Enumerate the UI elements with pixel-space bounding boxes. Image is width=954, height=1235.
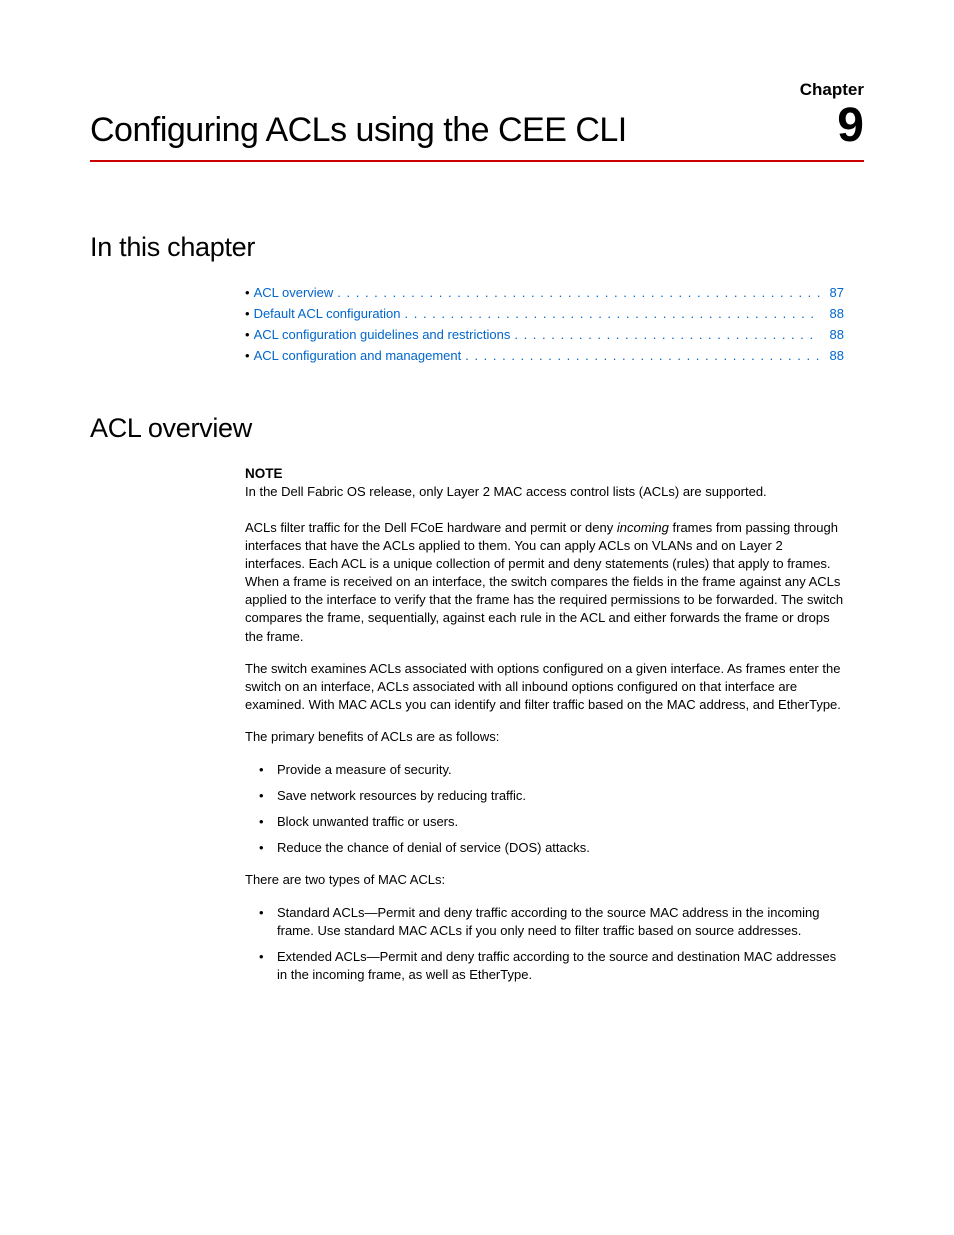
section-acl-overview: ACL overview xyxy=(90,413,864,444)
emphasis: incoming xyxy=(617,520,669,535)
list-item: Block unwanted traffic or users. xyxy=(245,813,844,831)
page-container: Chapter Configuring ACLs using the CEE C… xyxy=(0,0,954,1058)
toc-page[interactable]: 88 xyxy=(824,348,844,363)
toc-leader xyxy=(405,306,820,321)
text-run: frames from passing through interfaces t… xyxy=(245,520,843,644)
benefits-list: Provide a measure of security. Save netw… xyxy=(245,761,844,858)
toc-page[interactable]: 88 xyxy=(824,306,844,321)
list-item: Save network resources by reducing traff… xyxy=(245,787,844,805)
toc-item: • ACL configuration and management 88 xyxy=(245,348,844,363)
chapter-number: 9 xyxy=(837,102,864,150)
toc-item: • ACL overview 87 xyxy=(245,285,844,300)
list-item: Provide a measure of security. xyxy=(245,761,844,779)
toc-list: • ACL overview 87 • Default ACL configur… xyxy=(245,285,844,363)
list-item: Extended ACLs—Permit and deny traffic ac… xyxy=(245,948,844,984)
paragraph: There are two types of MAC ACLs: xyxy=(245,871,844,889)
toc-link[interactable]: Default ACL configuration xyxy=(254,306,401,321)
bullet-icon: • xyxy=(245,285,250,300)
section-in-this-chapter: In this chapter xyxy=(90,232,864,263)
toc-leader xyxy=(337,285,819,300)
bullet-icon: • xyxy=(245,327,250,342)
chapter-label: Chapter xyxy=(90,80,864,100)
content-body: NOTE In the Dell Fabric OS release, only… xyxy=(245,466,844,984)
title-rule xyxy=(90,160,864,162)
chapter-title: Configuring ACLs using the CEE CLI xyxy=(90,111,627,150)
toc-link[interactable]: ACL configuration and management xyxy=(254,348,462,363)
note-label: NOTE xyxy=(245,466,844,481)
toc-page[interactable]: 88 xyxy=(824,327,844,342)
toc-item: • Default ACL configuration 88 xyxy=(245,306,844,321)
note-text: In the Dell Fabric OS release, only Laye… xyxy=(245,483,844,501)
text-run: ACLs filter traffic for the Dell FCoE ha… xyxy=(245,520,617,535)
toc-item: • ACL configuration guidelines and restr… xyxy=(245,327,844,342)
list-item: Reduce the chance of denial of service (… xyxy=(245,839,844,857)
paragraph: The primary benefits of ACLs are as foll… xyxy=(245,728,844,746)
toc-link[interactable]: ACL configuration guidelines and restric… xyxy=(254,327,511,342)
chapter-header: Configuring ACLs using the CEE CLI 9 xyxy=(90,102,864,160)
list-item: Standard ACLs—Permit and deny traffic ac… xyxy=(245,904,844,940)
paragraph: ACLs filter traffic for the Dell FCoE ha… xyxy=(245,519,844,646)
paragraph: The switch examines ACLs associated with… xyxy=(245,660,844,715)
toc-leader xyxy=(514,327,819,342)
toc-page[interactable]: 87 xyxy=(824,285,844,300)
toc-link[interactable]: ACL overview xyxy=(254,285,334,300)
types-list: Standard ACLs—Permit and deny traffic ac… xyxy=(245,904,844,985)
bullet-icon: • xyxy=(245,348,250,363)
bullet-icon: • xyxy=(245,306,250,321)
toc-leader xyxy=(465,348,819,363)
